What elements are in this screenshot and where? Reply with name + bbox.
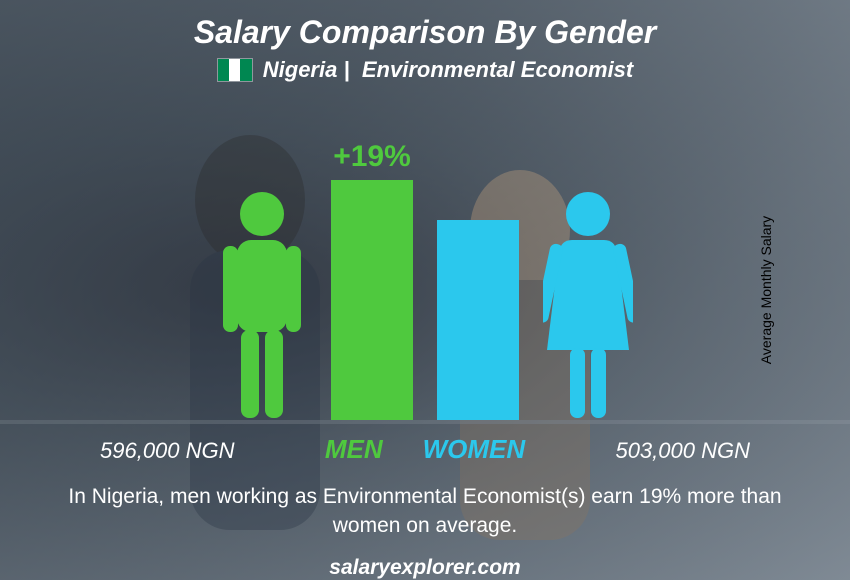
female-salary-value: 503,000 NGN <box>615 438 750 464</box>
page-title: Salary Comparison By Gender <box>194 14 656 51</box>
description-text: In Nigeria, men working as Environmental… <box>65 483 785 540</box>
female-bar <box>437 220 519 420</box>
male-bar <box>331 180 413 420</box>
nigeria-flag-icon <box>217 58 253 82</box>
country-name: Nigeria <box>263 57 338 82</box>
labels-row: 596,000 NGN MEN WOMEN 503,000 NGN <box>100 434 750 465</box>
male-icon-column <box>217 190 307 420</box>
chart-area: +19% <box>145 103 705 420</box>
female-icon-column <box>543 190 633 420</box>
infographic-content: Salary Comparison By Gender Nigeria | En… <box>0 0 850 580</box>
gender-labels: MEN WOMEN <box>325 434 525 465</box>
female-person-icon <box>543 190 633 420</box>
flag-stripe <box>240 59 251 81</box>
job-title: Environmental Economist <box>362 57 633 82</box>
subtitle-row: Nigeria | Environmental Economist <box>217 57 634 83</box>
flag-stripe <box>218 59 229 81</box>
female-bar-column <box>437 220 519 420</box>
female-label: WOMEN <box>423 434 526 465</box>
footer-source: salaryexplorer.com <box>329 556 520 580</box>
separator: | <box>343 57 349 82</box>
male-label: MEN <box>325 434 383 465</box>
male-salary-value: 596,000 NGN <box>100 438 235 464</box>
male-bar-column: +19% <box>331 140 413 420</box>
y-axis-label: Average Monthly Salary <box>758 216 774 364</box>
percent-difference-label: +19% <box>333 140 411 174</box>
male-person-icon <box>217 190 307 420</box>
subtitle: Nigeria | Environmental Economist <box>263 57 634 83</box>
flag-stripe <box>229 59 240 81</box>
